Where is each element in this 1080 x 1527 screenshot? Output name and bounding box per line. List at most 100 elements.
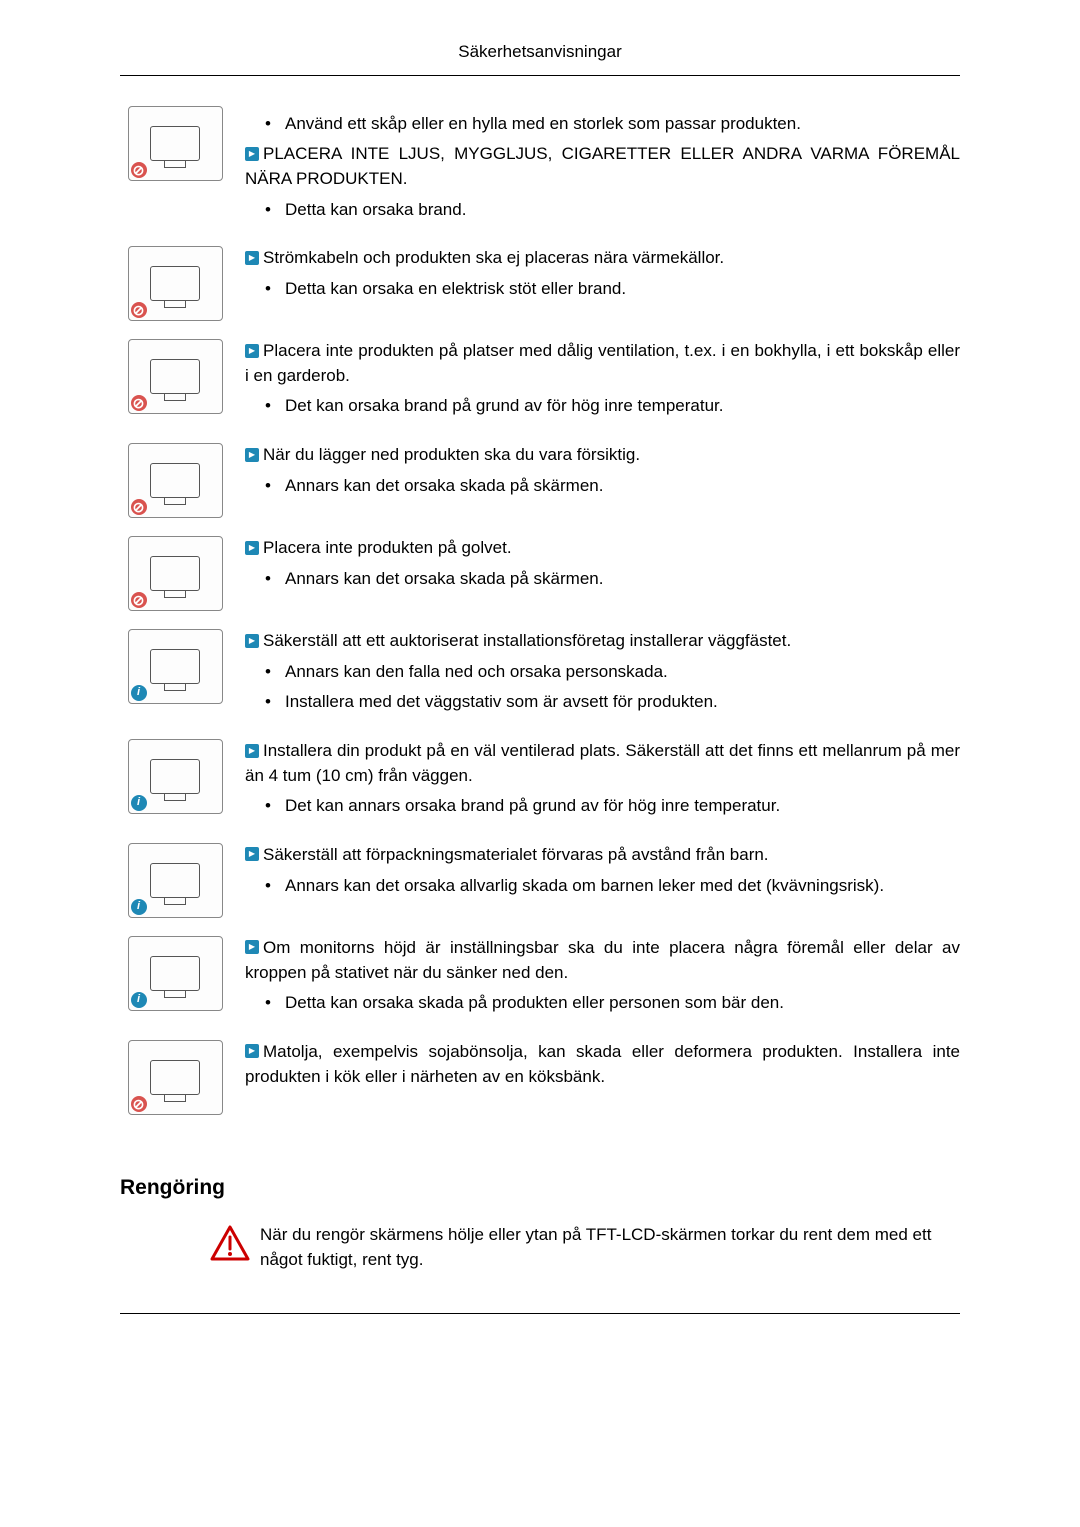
prohibit-badge-icon bbox=[131, 499, 147, 515]
text-column: Placera inte produkten på platser med då… bbox=[245, 339, 960, 425]
arrow-marker-icon bbox=[245, 147, 259, 161]
bullet-dot: • bbox=[265, 567, 285, 592]
illustration-column bbox=[120, 739, 230, 814]
bullet-text: Detta kan orsaka en elektrisk stöt eller… bbox=[285, 277, 960, 302]
warning-line: Om monitorns höjd är inställningsbar ska… bbox=[245, 936, 960, 985]
warning-text: Matolja, exempelvis sojabönsolja, kan sk… bbox=[245, 1042, 960, 1086]
warning-triangle-icon bbox=[210, 1223, 250, 1263]
bullet-item: •Detta kan orsaka en elektrisk stöt elle… bbox=[265, 277, 960, 302]
bullet-item: •Detta kan orsaka brand. bbox=[265, 198, 960, 223]
bullet-text: Det kan annars orsaka brand på grund av … bbox=[285, 794, 960, 819]
illustration-icon bbox=[128, 1040, 223, 1115]
bullet-dot: • bbox=[265, 794, 285, 819]
info-badge-icon bbox=[131, 992, 147, 1008]
prohibit-badge-icon bbox=[131, 592, 147, 608]
bullet-dot: • bbox=[265, 198, 285, 223]
illustration-column bbox=[120, 843, 230, 918]
warning-line: PLACERA INTE LJUS, MYGGLJUS, CIGARETTER … bbox=[245, 142, 960, 191]
arrow-marker-icon bbox=[245, 634, 259, 648]
bullet-dot: • bbox=[265, 277, 285, 302]
bullet-text: Detta kan orsaka brand. bbox=[285, 198, 960, 223]
info-badge-icon bbox=[131, 899, 147, 915]
arrow-marker-icon bbox=[245, 541, 259, 555]
safety-item: Säkerställ att ett auktoriserat installa… bbox=[120, 629, 960, 721]
illustration-icon bbox=[128, 339, 223, 414]
arrow-marker-icon bbox=[245, 344, 259, 358]
bullet-text: Annars kan den falla ned och orsaka pers… bbox=[285, 660, 960, 685]
warning-line: Installera din produkt på en väl ventile… bbox=[245, 739, 960, 788]
warning-line: När du lägger ned produkten ska du vara … bbox=[245, 443, 960, 468]
safety-item: Installera din produkt på en väl ventile… bbox=[120, 739, 960, 825]
illustration-icon bbox=[128, 246, 223, 321]
footer-rule bbox=[120, 1313, 960, 1314]
warning-line: Matolja, exempelvis sojabönsolja, kan sk… bbox=[245, 1040, 960, 1089]
illustration-icon bbox=[128, 536, 223, 611]
arrow-marker-icon bbox=[245, 744, 259, 758]
cleaning-row: När du rengör skärmens hölje eller ytan … bbox=[210, 1223, 960, 1272]
illustration-column bbox=[120, 106, 230, 181]
info-badge-icon bbox=[131, 685, 147, 701]
bullet-item: •Det kan orsaka brand på grund av för hö… bbox=[265, 394, 960, 419]
illustration-icon bbox=[128, 739, 223, 814]
warning-text: Strömkabeln och produkten ska ej placera… bbox=[263, 248, 724, 267]
text-column: Säkerställ att förpackningsmaterialet fö… bbox=[245, 843, 960, 904]
bullet-item: •Installera med det väggstativ som är av… bbox=[265, 690, 960, 715]
illustration-icon bbox=[128, 443, 223, 518]
bullet-item: •Det kan annars orsaka brand på grund av… bbox=[265, 794, 960, 819]
safety-item: När du lägger ned produkten ska du vara … bbox=[120, 443, 960, 518]
bullet-item: •Annars kan den falla ned och orsaka per… bbox=[265, 660, 960, 685]
bullet-item: •Detta kan orsaka skada på produkten ell… bbox=[265, 991, 960, 1016]
text-column: •Använd ett skåp eller en hylla med en s… bbox=[245, 106, 960, 229]
prohibit-badge-icon bbox=[131, 395, 147, 411]
text-column: Matolja, exempelvis sojabönsolja, kan sk… bbox=[245, 1040, 960, 1095]
prohibit-badge-icon bbox=[131, 162, 147, 178]
illustration-column bbox=[120, 246, 230, 321]
info-badge-icon bbox=[131, 795, 147, 811]
bullet-text: Detta kan orsaka skada på produkten elle… bbox=[285, 991, 960, 1016]
arrow-marker-icon bbox=[245, 448, 259, 462]
bullet-dot: • bbox=[265, 112, 285, 137]
illustration-icon bbox=[128, 936, 223, 1011]
arrow-marker-icon bbox=[245, 1044, 259, 1058]
text-column: Installera din produkt på en väl ventile… bbox=[245, 739, 960, 825]
text-column: Placera inte produkten på golvet. •Annars… bbox=[245, 536, 960, 597]
illustration-column bbox=[120, 936, 230, 1011]
arrow-marker-icon bbox=[245, 847, 259, 861]
bullet-item: •Annars kan det orsaka allvarlig skada o… bbox=[265, 874, 960, 899]
safety-item: Matolja, exempelvis sojabönsolja, kan sk… bbox=[120, 1040, 960, 1115]
illustration-column bbox=[120, 339, 230, 414]
illustration-column bbox=[120, 629, 230, 704]
warning-line: Strömkabeln och produkten ska ej placera… bbox=[245, 246, 960, 271]
text-column: När du lägger ned produkten ska du vara … bbox=[245, 443, 960, 504]
illustration-icon bbox=[128, 106, 223, 181]
page-header: Säkerhetsanvisningar bbox=[120, 40, 960, 76]
warning-text: Installera din produkt på en väl ventile… bbox=[245, 741, 960, 785]
bullet-dot: • bbox=[265, 874, 285, 899]
bullet-text: Använd ett skåp eller en hylla med en st… bbox=[285, 112, 960, 137]
warning-line: Placera inte produkten på golvet. bbox=[245, 536, 960, 561]
bullet-dot: • bbox=[265, 474, 285, 499]
bullet-text: Det kan orsaka brand på grund av för hög… bbox=[285, 394, 960, 419]
safety-item: •Använd ett skåp eller en hylla med en s… bbox=[120, 106, 960, 229]
illustration-icon bbox=[128, 843, 223, 918]
bullet-dot: • bbox=[265, 660, 285, 685]
bullet-dot: • bbox=[265, 991, 285, 1016]
bullet-text: Annars kan det orsaka allvarlig skada om… bbox=[285, 874, 960, 899]
illustration-icon bbox=[128, 629, 223, 704]
cleaning-text: När du rengör skärmens hölje eller ytan … bbox=[260, 1223, 960, 1272]
bullet-dot: • bbox=[265, 690, 285, 715]
text-column: Strömkabeln och produkten ska ej placera… bbox=[245, 246, 960, 307]
warning-text: Placera inte produkten på golvet. bbox=[263, 538, 512, 557]
illustration-column bbox=[120, 1040, 230, 1115]
illustration-column bbox=[120, 536, 230, 611]
arrow-marker-icon bbox=[245, 940, 259, 954]
warning-text: Säkerställ att ett auktoriserat installa… bbox=[263, 631, 791, 650]
bullet-text: Annars kan det orsaka skada på skärmen. bbox=[285, 567, 960, 592]
arrow-marker-icon bbox=[245, 251, 259, 265]
warning-text: PLACERA INTE LJUS, MYGGLJUS, CIGARETTER … bbox=[245, 144, 960, 188]
bullet-item: •Använd ett skåp eller en hylla med en s… bbox=[265, 112, 960, 137]
warning-line: Placera inte produkten på platser med då… bbox=[245, 339, 960, 388]
safety-item: Placera inte produkten på platser med då… bbox=[120, 339, 960, 425]
illustration-column bbox=[120, 443, 230, 518]
bullet-item: •Annars kan det orsaka skada på skärmen. bbox=[265, 567, 960, 592]
